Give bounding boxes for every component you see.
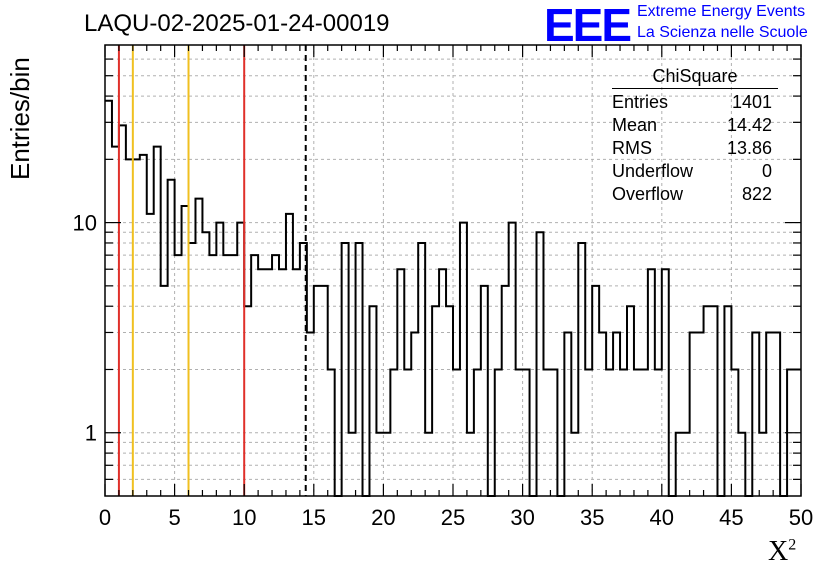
- x-tick-label: 25: [441, 505, 465, 530]
- y-tick-label: 10: [73, 211, 97, 236]
- y-tick-label: 1: [85, 421, 97, 446]
- x-tick-label: 45: [719, 505, 743, 530]
- x-tick-label: 15: [302, 505, 326, 530]
- x-tick-label: 30: [510, 505, 534, 530]
- x-tick-label: 20: [371, 505, 395, 530]
- stats-title: ChiSquare: [612, 66, 778, 89]
- x-tick-label: 40: [650, 505, 674, 530]
- stats-row-mean: Mean 14.42: [612, 115, 772, 135]
- logo-line-1: Extreme Energy Events: [637, 3, 806, 20]
- x-tick-label: 50: [789, 505, 813, 530]
- stats-row-overflow: Overflow 822: [612, 184, 772, 204]
- stats-row-underflow: Underflow 0: [612, 161, 772, 181]
- stats-row-rms: RMS 13.86: [612, 138, 772, 158]
- eee-logo-icon: EEE: [544, 2, 632, 46]
- x-tick-label: 10: [232, 505, 256, 530]
- x-tick-label: 35: [580, 505, 604, 530]
- plot-title: LAQU-02-2025-01-24-00019: [84, 10, 390, 37]
- svg-text:EEE: EEE: [544, 2, 630, 46]
- stats-row-entries: Entries 1401: [612, 92, 772, 112]
- x-tick-label: 5: [168, 505, 180, 530]
- stats-box: ChiSquare Entries 1401 Mean 14.42 RMS 13.86…: [612, 66, 778, 206]
- x-axis-label: X2: [768, 536, 797, 567]
- x-tick-label: 0: [99, 505, 111, 530]
- logo-line-2: La Scienza nelle Scuole: [637, 24, 808, 41]
